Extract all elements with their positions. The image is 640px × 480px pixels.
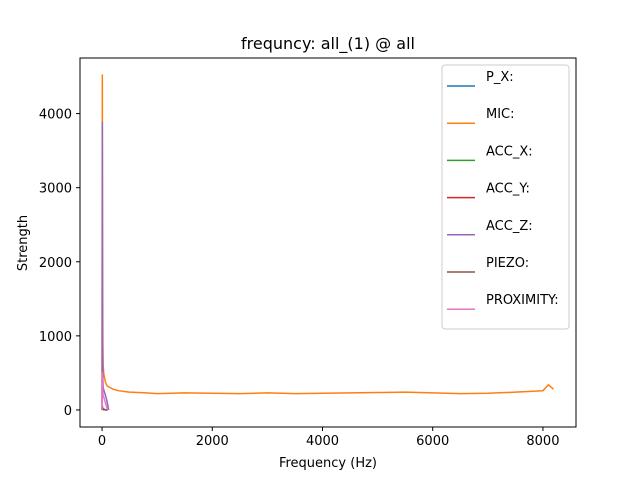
series-line-1 (101, 74, 555, 403)
legend-frame (441, 64, 570, 330)
y-tick-label-1: 1000 (39, 330, 72, 345)
y-axis-label: Strength (16, 215, 31, 271)
x-tick-label-4: 8000 (526, 434, 559, 449)
chart-title: frequncy: all_(1) @ all (241, 34, 415, 54)
x-tick-label-1: 2000 (196, 434, 229, 449)
legend-label-5: PIEZO: (486, 256, 529, 271)
series-layer (101, 74, 555, 411)
x-tick-label-0: 0 (98, 434, 106, 449)
legend-label-3: ACC_Y: (486, 182, 530, 197)
legend: P_X: MIC: ACC_X: ACC_Y: ACC_Z: PIEZO: PROXIMIT… (441, 64, 570, 330)
ticks-layer: 0 2000 4000 6000 8000 0 1000 2000 3000 4000 (39, 108, 560, 449)
legend-label-0: P_X: (486, 70, 514, 85)
legend-label-2: ACC_X: (486, 144, 533, 159)
plot-frame (79, 57, 577, 428)
y-tick-label-4: 4000 (39, 108, 72, 123)
y-tick-label-3: 3000 (39, 182, 72, 197)
x-tick-label-3: 6000 (416, 434, 449, 449)
legend-label-6: PROXIMITY: (486, 293, 559, 308)
x-tick-label-2: 4000 (306, 434, 339, 449)
series-line-6 (101, 372, 109, 411)
series-line-4 (101, 121, 110, 411)
y-tick-label-0: 0 (64, 404, 72, 419)
legend-label-4: ACC_Z: (486, 219, 533, 234)
x-axis-label: Frequency (Hz) (279, 456, 377, 471)
y-tick-label-2: 2000 (39, 256, 72, 271)
legend-label-1: MIC: (486, 107, 515, 122)
